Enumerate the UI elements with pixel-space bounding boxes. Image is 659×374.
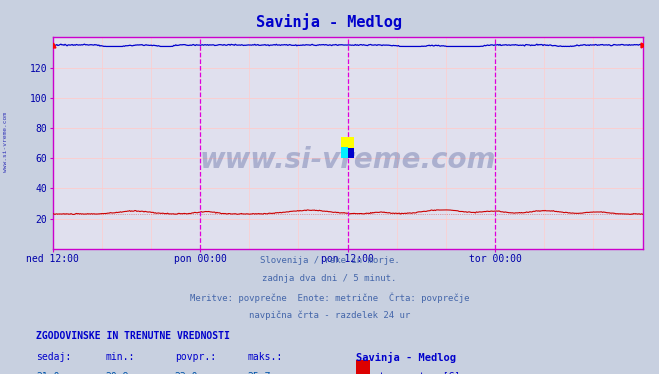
Text: 21,0: 21,0 xyxy=(36,372,60,374)
Text: min.:: min.: xyxy=(105,352,135,362)
Text: povpr.:: povpr.: xyxy=(175,352,215,362)
Text: sedaj:: sedaj: xyxy=(36,352,71,362)
FancyBboxPatch shape xyxy=(341,148,354,158)
Text: www.si-vreme.com: www.si-vreme.com xyxy=(3,112,8,172)
Text: ZGODOVINSKE IN TRENUTNE VREDNOSTI: ZGODOVINSKE IN TRENUTNE VREDNOSTI xyxy=(36,331,230,341)
Text: Savinja - Medlog: Savinja - Medlog xyxy=(356,352,456,362)
Text: 23,0: 23,0 xyxy=(175,372,198,374)
Text: zadnja dva dni / 5 minut.: zadnja dva dni / 5 minut. xyxy=(262,274,397,283)
FancyBboxPatch shape xyxy=(341,137,354,150)
Text: Slovenija / reke in morje.: Slovenija / reke in morje. xyxy=(260,256,399,265)
Text: 20,9: 20,9 xyxy=(105,372,129,374)
Text: www.si-vreme.com: www.si-vreme.com xyxy=(200,146,496,174)
Text: Savinja - Medlog: Savinja - Medlog xyxy=(256,13,403,30)
Text: navpična črta - razdelek 24 ur: navpična črta - razdelek 24 ur xyxy=(249,310,410,319)
Text: maks.:: maks.: xyxy=(247,352,282,362)
FancyBboxPatch shape xyxy=(341,147,348,158)
Text: 25,7: 25,7 xyxy=(247,372,271,374)
Text: Meritve: povprečne  Enote: metrične  Črta: povprečje: Meritve: povprečne Enote: metrične Črta:… xyxy=(190,292,469,303)
Text: temperatura[C]: temperatura[C] xyxy=(378,372,461,374)
